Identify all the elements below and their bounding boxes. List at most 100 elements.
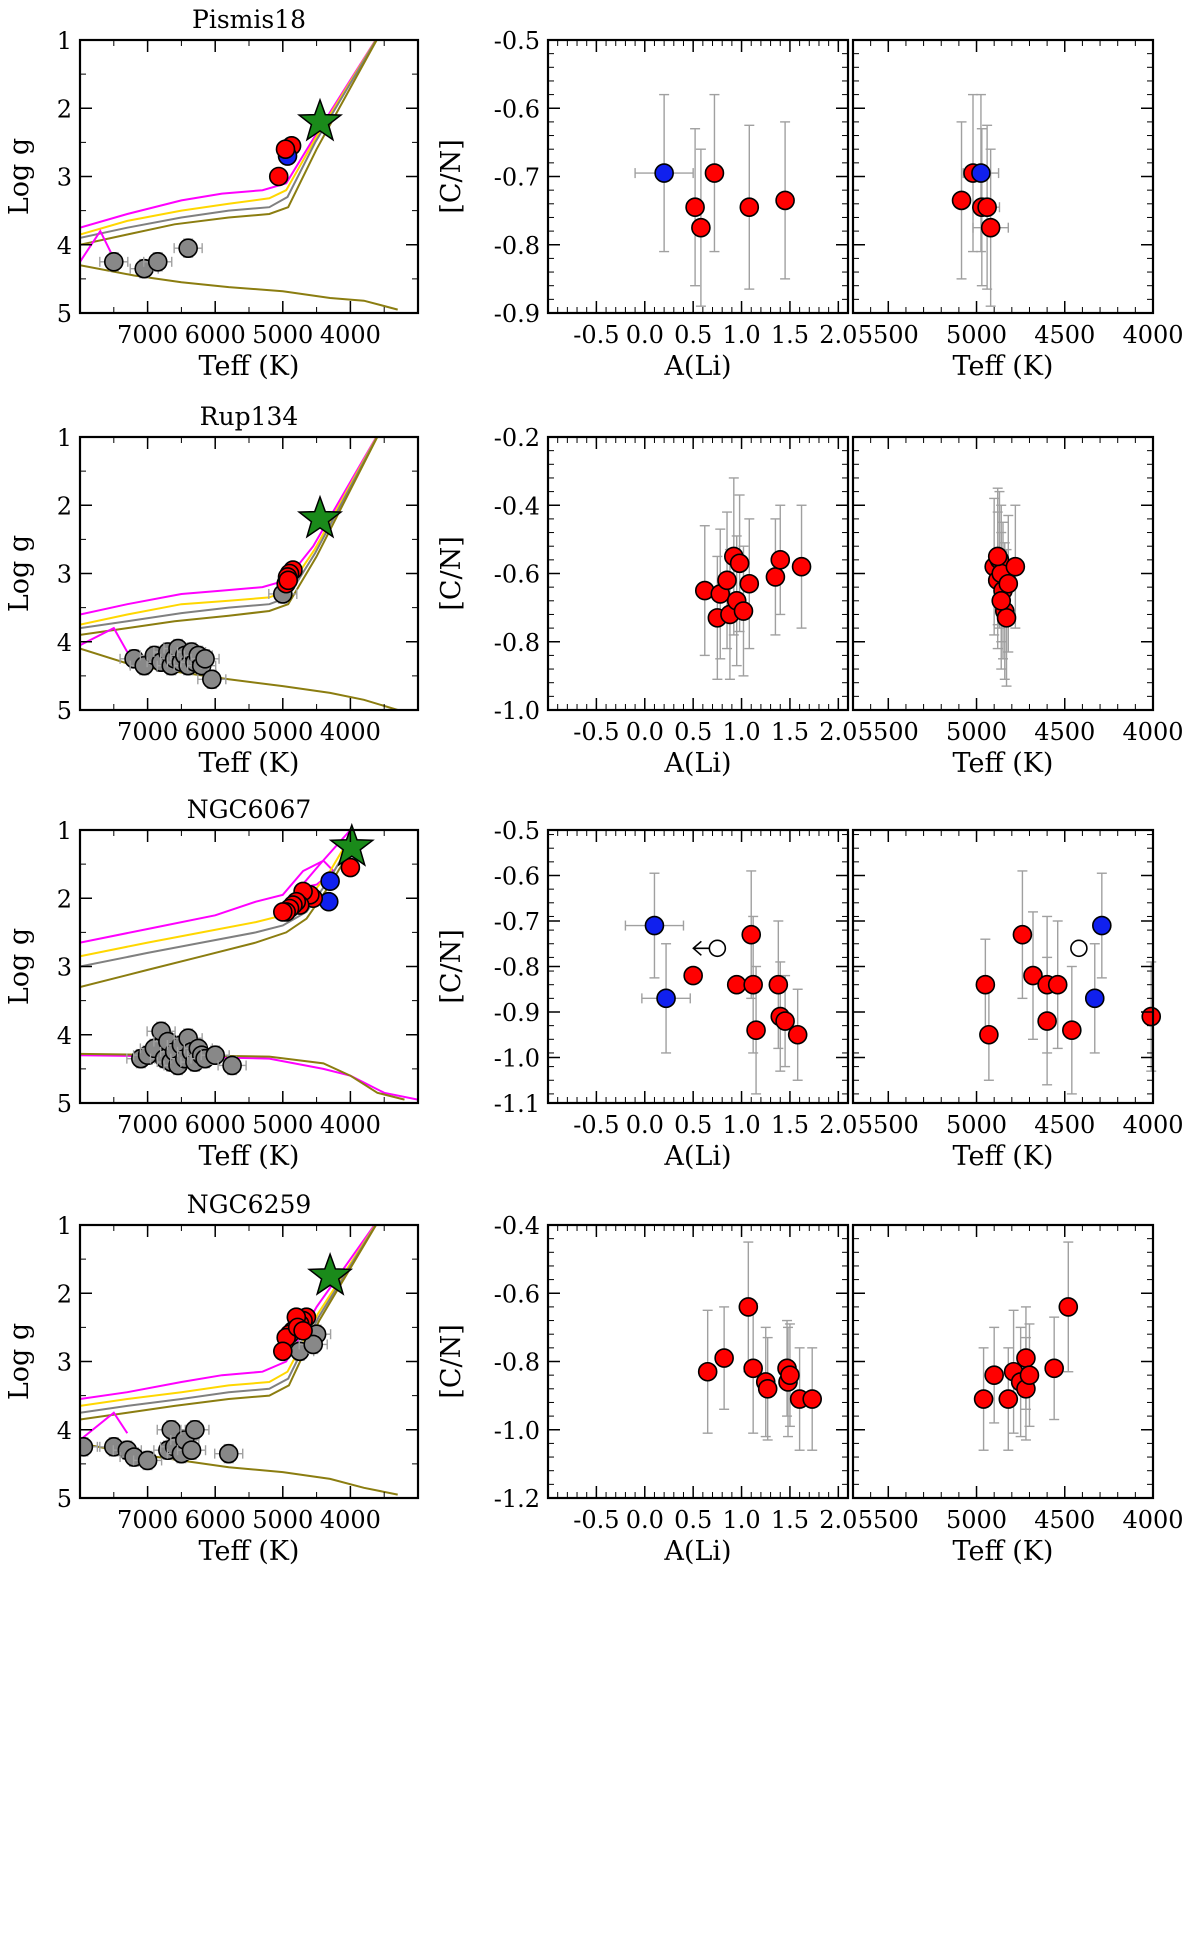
teff-point-red [1062, 1020, 1082, 1040]
li-point-red [733, 601, 754, 621]
dwarf-star-point [80, 1437, 94, 1457]
li-ylabel: [C/N] [436, 139, 467, 213]
teff-point-red [1005, 556, 1026, 577]
li-xtick-label: 0.0 [626, 321, 664, 349]
teff-xtick-label: 5500 [858, 718, 919, 746]
teff-point-red [977, 197, 997, 218]
hr-plot-area [80, 1225, 398, 1496]
hr-xtick-label: 4000 [320, 1111, 381, 1139]
li-point-blue [656, 988, 676, 1009]
li-xtick-label: 0.0 [626, 1506, 664, 1534]
li-point-red [729, 553, 750, 574]
teff-point-red [1016, 1348, 1036, 1368]
teff-point-red [980, 217, 1001, 238]
li-ytick-label: -1.0 [494, 1417, 540, 1445]
li-point-red [746, 1020, 766, 1040]
cn-vs-teff: 5500 5000 4500 4000 Teff (K) [851, 435, 1184, 779]
hr-ytick-label: 4 [57, 232, 72, 260]
li-ytick-label: -0.6 [494, 561, 540, 589]
hr-xtick-label: 7000 [117, 718, 178, 746]
li-point-red [743, 1358, 763, 1379]
li-ytick-label: -0.4 [494, 1212, 540, 1240]
li-ytick-label: -0.8 [494, 232, 540, 260]
isochrone-olive [80, 1225, 378, 1421]
teff-point-red [951, 190, 972, 211]
member-star-red [272, 1341, 293, 1362]
green-star-marker [297, 97, 344, 142]
isochrone-olive [80, 1052, 405, 1101]
isochrone-magenta [80, 437, 378, 616]
li-ytick-label: -0.5 [494, 817, 540, 845]
li-point-red [683, 965, 703, 986]
hr-ytick-label: 4 [57, 1417, 72, 1445]
teff-xlabel: Teff (K) [953, 748, 1054, 779]
li-ytick-label: -0.9 [494, 300, 540, 328]
hr-diagram: 7000 6000 5000 4000 1 2 3 4 5 Rup134 Teff (K) Log g [4, 402, 420, 779]
teff-point-blue [1084, 988, 1105, 1009]
dwarf-star-point [104, 252, 124, 272]
teff-xtick-label: 4000 [1122, 718, 1183, 746]
teff-xtick-label: 5500 [858, 1506, 919, 1534]
hr-xtick-label: 6000 [185, 718, 246, 746]
hr-ytick-label: 3 [57, 1349, 72, 1377]
li-point-red [768, 974, 789, 995]
hr-xlabel: Teff (K) [199, 351, 300, 382]
li-xtick-label: 2.0 [819, 1506, 857, 1534]
hr-xlabel: Teff (K) [199, 748, 300, 779]
teff-point-red [987, 546, 1008, 567]
li-point-red [738, 1297, 759, 1317]
li-frame [546, 38, 850, 315]
teff-xtick-label: 4000 [1122, 1111, 1183, 1139]
hr-xtick-label: 4000 [320, 1506, 381, 1534]
hr-ytick-label: 3 [57, 561, 72, 589]
li-xtick-label: 1.5 [771, 321, 809, 349]
li-xlabel: A(Li) [663, 1141, 731, 1172]
li-point-red [704, 163, 725, 183]
li-xtick-label: -0.5 [573, 1111, 619, 1139]
hr-xtick-label: 7000 [117, 1506, 178, 1534]
teff-point-red [996, 608, 1017, 628]
li-point-red [726, 974, 747, 995]
teff-point-blue [1092, 915, 1112, 936]
hr-plot-area [80, 830, 418, 1101]
li-xtick-label: 0.0 [626, 1111, 664, 1139]
dwarf-star-point [222, 1055, 242, 1076]
hr-ytick-label: 1 [57, 424, 72, 452]
cn-vs-ali: -0.5 0.0 0.5 1.0 1.5 2.0-0.9-0.8-0.7-0.6-0.5A… [436, 27, 857, 382]
isochrone-magenta [80, 1411, 129, 1441]
dwarf-star-point [147, 252, 168, 272]
teff-point-red [1058, 1297, 1079, 1317]
hr-xtick-label: 5000 [252, 1111, 313, 1139]
li-ylabel: [C/N] [436, 536, 467, 610]
hr-ytick-label: 4 [57, 1022, 72, 1050]
hr-xtick-label: 5000 [252, 321, 313, 349]
hr-diagram: 7000 6000 5000 4000 1 2 3 4 5 NGC6259 Teff (K) Log … [4, 1190, 420, 1567]
li-point-red [787, 1024, 808, 1045]
li-xtick-label: 1.0 [722, 1111, 760, 1139]
hr-ylabel: Log g [4, 928, 35, 1005]
teff-point-red [1047, 974, 1068, 995]
teff-point-red [973, 1389, 994, 1409]
isochrone-yellow [80, 40, 378, 236]
hr-xtick-label: 6000 [185, 321, 246, 349]
teff-point-red [991, 590, 1012, 611]
li-ytick-label: -0.8 [494, 954, 540, 982]
li-ytick-label: -0.8 [494, 1349, 540, 1377]
isochrone-magenta [80, 1225, 376, 1400]
li-point-red [739, 197, 760, 218]
li-point-red [757, 1379, 778, 1399]
hr-ytick-label: 2 [57, 1280, 72, 1308]
isochrone-olive [80, 437, 379, 636]
dwarf-star-point [205, 1045, 225, 1066]
hr-ytick-label: 1 [57, 27, 72, 55]
teff-xtick-label: 4500 [1034, 718, 1095, 746]
teff-xtick-label: 4000 [1122, 1506, 1183, 1534]
dwarf-star-point [178, 238, 198, 258]
li-ytick-label: -0.5 [494, 27, 540, 55]
teff-point-red [979, 1024, 999, 1045]
li-point-red [802, 1389, 822, 1409]
li-xlabel: A(Li) [663, 1536, 731, 1567]
li-point-red [714, 1348, 734, 1368]
teff-point-red [1019, 1365, 1040, 1385]
li-xtick-label: 1.5 [771, 1111, 809, 1139]
